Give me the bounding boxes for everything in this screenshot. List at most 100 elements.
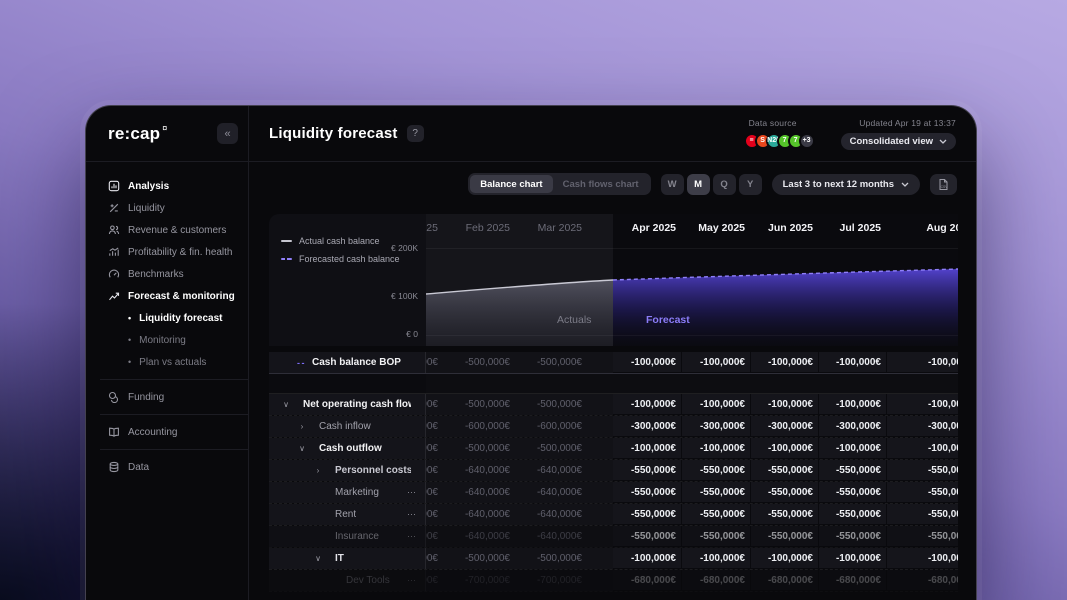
row-label-cell[interactable] <box>269 374 426 393</box>
cell-aug: -550,000€ <box>887 460 958 481</box>
help-icon[interactable]: ? <box>406 125 424 142</box>
export-csv-button[interactable]: CSV <box>930 173 957 195</box>
cell-pad <box>588 570 613 591</box>
cell-aug: -100,000€ <box>887 548 958 569</box>
sidebar-collapse-button[interactable]: « <box>217 123 238 144</box>
updated-timestamp: Updated Apr 19 at 13:37 <box>859 117 956 128</box>
row-label-cell[interactable]: ∨ IT <box>269 548 426 569</box>
cell-apr: -100,000€ <box>613 548 682 569</box>
month-header: Apr 2025 <box>631 221 676 234</box>
top-right-controls: Data source ≡ S N26 7 7 +3 <box>743 117 976 150</box>
row-menu-icon[interactable]: ⋯ <box>407 531 417 541</box>
table-row[interactable]: ∨ IT -500,000€ -500,000€ -500,000€ -100,… <box>269 548 958 570</box>
cell-may: -550,000€ <box>682 482 751 503</box>
row-label-cell[interactable]: ∨ Cash outflow <box>269 438 426 459</box>
cell-mar: -500,000€ <box>516 548 588 569</box>
table-row[interactable]: Dev Tools ⋯ -700,000€ -700,000€ -700,000… <box>269 570 958 592</box>
month-header: Feb 2025 <box>465 221 510 234</box>
row-label-cell[interactable]: ∨ Net operating cash flow <box>269 394 426 415</box>
cell-jul: -550,000€ <box>819 460 887 481</box>
bank-avatar[interactable]: +3 <box>798 132 815 149</box>
row-chevron-icon[interactable]: › <box>300 422 304 431</box>
row-menu-icon[interactable]: ⋯ <box>407 509 417 519</box>
sidebar-item-label: Monitoring <box>139 334 186 346</box>
row-label-cell[interactable]: Dev Tools ⋯ <box>269 570 426 591</box>
gauge-icon <box>108 269 120 278</box>
cell-may: -550,000€ <box>682 504 751 525</box>
sidebar-item-funding[interactable]: Funding <box>86 386 248 408</box>
table-row[interactable]: › Cash inflow -600,000€ -600,000€ -600,0… <box>269 416 958 438</box>
row-label: Net operating cash flow <box>303 399 411 410</box>
cell-apr: -100,000€ <box>613 438 682 459</box>
month-header: Jun 2025 <box>768 221 813 234</box>
cell-may: -100,000€ <box>682 394 751 415</box>
cell-apr: -550,000€ <box>613 460 682 481</box>
table-row[interactable]: › Personnel costs -640,000€ -640,000€ -6… <box>269 460 958 482</box>
sidebar-item-liquidity-forecast[interactable]: • Liquidity forecast <box>86 307 248 329</box>
cell-feb: -700,000€ <box>444 570 516 591</box>
date-range-label: Last 3 to next 12 months <box>782 178 894 190</box>
sidebar-item-benchmarks[interactable]: Benchmarks <box>86 263 248 285</box>
trend-icon <box>109 292 120 301</box>
row-label-cell[interactable]: Rent ⋯ <box>269 504 426 525</box>
legend-actual: Actual cash balance <box>281 236 380 246</box>
cell-jun: -550,000€ <box>751 482 819 503</box>
table-row[interactable] <box>269 374 958 394</box>
sidebar-item-label: Funding <box>128 391 165 403</box>
cell-jul: -100,000€ <box>819 438 887 459</box>
row-chevron-icon[interactable]: ∨ <box>315 554 321 563</box>
sidebar-item-profitability[interactable]: Profitability & fin. health <box>86 241 248 263</box>
data-source-avatars[interactable]: ≡ S N26 7 7 +3 <box>743 132 815 149</box>
row-label-cell[interactable]: › Cash inflow <box>269 416 426 437</box>
actual-line-swatch-icon <box>281 240 292 242</box>
row-chevron-icon[interactable]: ∨ <box>299 444 305 453</box>
table-row[interactable]: Rent ⋯ -640,000€ -640,000€ -640,000€ -55… <box>269 504 958 526</box>
sidebar-item-monitoring[interactable]: • Monitoring <box>86 329 248 351</box>
sidebar-divider <box>100 449 248 450</box>
sidebar-item-data[interactable]: Data <box>86 456 248 478</box>
period-year-button[interactable]: Y <box>738 173 762 195</box>
row-label-cell[interactable]: › Personnel costs <box>269 460 426 481</box>
row-label-cell[interactable]: Insurance ⋯ <box>269 526 426 547</box>
row-chevron-icon[interactable]: › <box>316 466 320 475</box>
table-row[interactable]: Insurance ⋯ -640,000€ -640,000€ -640,000… <box>269 526 958 548</box>
period-week-button[interactable]: W <box>660 173 684 195</box>
cell-feb <box>444 374 516 393</box>
chart-toolbar: Balance chart Cash flows chart W M Q Y L… <box>468 173 957 195</box>
table-row[interactable]: Marketing ⋯ -640,000€ -640,000€ -640,000… <box>269 482 958 504</box>
sidebar-item-liquidity[interactable]: Liquidity <box>86 197 248 219</box>
cash-flows-chart-tab[interactable]: Cash flows chart <box>562 178 639 190</box>
consolidated-view-dropdown[interactable]: Consolidated view <box>840 132 956 150</box>
health-chart-icon <box>109 247 119 256</box>
period-switcher: W M Q Y <box>660 173 762 195</box>
period-quarter-button[interactable]: Q <box>712 173 736 195</box>
sidebar-item-analysis[interactable]: Analysis <box>86 175 248 197</box>
sidebar-item-label: Analysis <box>128 180 170 192</box>
balance-chart-tab[interactable]: Balance chart <box>470 175 553 193</box>
row-label-cell[interactable]: -- Cash balance BOP <box>269 352 426 373</box>
cell-apr: -100,000€ <box>613 352 682 373</box>
cell-jan: -700,000€ <box>372 570 444 591</box>
cell-pad <box>588 460 613 481</box>
legend-forecast: Forecasted cash balance <box>281 254 400 264</box>
cell-may <box>682 374 751 393</box>
row-legend-icon: -- <box>297 357 306 368</box>
cell-pad <box>588 526 613 547</box>
date-range-dropdown[interactable]: Last 3 to next 12 months <box>771 173 920 195</box>
table-row[interactable]: -- Cash balance BOP -500,000€ -500,000€ … <box>269 352 958 374</box>
row-menu-icon[interactable]: ⋯ <box>407 487 417 497</box>
sidebar-item-forecast-monitoring[interactable]: Forecast & monitoring <box>86 285 248 307</box>
table-row[interactable]: ∨ Net operating cash flow -500,000€ -500… <box>269 394 958 416</box>
cell-feb: -640,000€ <box>444 460 516 481</box>
row-menu-icon[interactable]: ⋯ <box>407 575 417 585</box>
row-label-cell[interactable]: Marketing ⋯ <box>269 482 426 503</box>
row-chevron-icon[interactable]: ∨ <box>283 400 289 409</box>
sidebar-item-accounting[interactable]: Accounting <box>86 421 248 443</box>
users-icon <box>108 225 120 235</box>
table-row[interactable]: ∨ Cash outflow -500,000€ -500,000€ -500,… <box>269 438 958 460</box>
row-label: Cash balance BOP <box>312 357 401 368</box>
sidebar-item-revenue[interactable]: Revenue & customers <box>86 219 248 241</box>
cell-apr <box>613 374 682 393</box>
period-month-button[interactable]: M <box>686 173 710 195</box>
sidebar-item-plan-vs-actuals[interactable]: • Plan vs actuals <box>86 351 248 373</box>
